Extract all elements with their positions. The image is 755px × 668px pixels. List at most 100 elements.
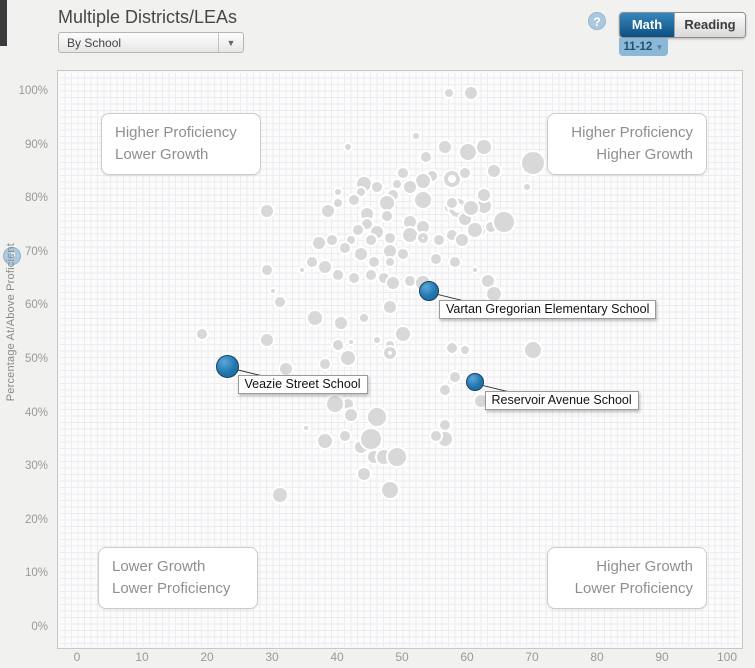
help-icon[interactable]: ? [588, 12, 606, 30]
school-bubble[interactable] [385, 275, 402, 292]
school-bubble[interactable] [317, 259, 333, 276]
school-bubble[interactable] [370, 179, 384, 194]
school-bubble[interactable] [350, 222, 365, 237]
highlighted-school-dot[interactable] [465, 373, 484, 392]
school-bubble[interactable] [453, 232, 470, 249]
school-bubble[interactable] [396, 166, 410, 181]
school-bubble[interactable] [401, 178, 418, 195]
dropdown-arrow-icon: ▼ [218, 33, 243, 52]
school-bubble[interactable] [298, 265, 307, 274]
school-bubble[interactable] [475, 137, 494, 156]
school-bubble[interactable] [523, 340, 543, 361]
school-bubble[interactable] [194, 327, 209, 342]
school-bubble[interactable] [324, 233, 339, 248]
y-tick-label: 30% [24, 460, 48, 473]
school-bubble[interactable] [428, 252, 443, 267]
school-bubble[interactable] [491, 209, 516, 234]
school-bubble[interactable] [380, 479, 400, 500]
x-tick-label: 70 [525, 650, 539, 664]
school-bubble[interactable] [269, 287, 277, 296]
school-bubble[interactable] [331, 337, 345, 352]
tab-math[interactable]: Math [620, 13, 674, 37]
school-bubble[interactable] [384, 255, 396, 268]
school-bubble[interactable] [476, 186, 493, 203]
school-bubble[interactable] [347, 270, 362, 285]
quadrant-label-bottom-left: Lower Growth Lower Proficiency [98, 547, 258, 609]
school-bubble[interactable] [320, 202, 337, 219]
school-bubble[interactable] [259, 262, 274, 277]
school-bubble[interactable] [463, 85, 480, 101]
school-bubble[interactable] [347, 193, 362, 208]
school-bubble[interactable] [258, 202, 275, 219]
highlighted-school-dot[interactable] [216, 354, 239, 378]
school-bubble[interactable] [258, 331, 275, 348]
page-title: Multiple Districts/LEAs [58, 7, 238, 27]
school-bubble[interactable] [363, 233, 378, 248]
school-bubble[interactable] [337, 241, 352, 256]
school-bubble[interactable] [442, 87, 455, 99]
tab-reading[interactable]: Reading [674, 13, 745, 37]
school-bubble[interactable] [379, 209, 394, 224]
y-tick-label: 60% [24, 299, 48, 312]
school-bubble[interactable] [521, 181, 532, 192]
school-bubble-ring[interactable] [384, 346, 396, 359]
school-bubble[interactable] [342, 141, 353, 152]
school-bubble[interactable] [272, 295, 287, 310]
school-bubble[interactable] [457, 166, 472, 181]
school-bubble[interactable] [470, 265, 479, 274]
school-annotation-label: Reservoir Avenue School [484, 391, 639, 411]
chart-plot-area: Higher Proficiency Lower Growth Higher P… [57, 70, 743, 649]
highlighted-school-dot[interactable] [419, 281, 439, 302]
collapsed-panel-strip[interactable] [0, 0, 7, 46]
school-bubble[interactable] [358, 312, 370, 325]
school-bubble[interactable] [343, 406, 359, 423]
x-tick-label: 40 [330, 650, 344, 664]
school-bubble[interactable] [331, 268, 345, 283]
grade-dropdown[interactable]: 11-12 ▼ [619, 38, 668, 56]
school-bubble[interactable] [520, 149, 546, 176]
school-bubble[interactable] [366, 406, 388, 429]
axis-help-icon[interactable]: ? [3, 247, 21, 265]
school-bubble[interactable] [394, 325, 412, 344]
school-bubble[interactable] [337, 429, 352, 444]
school-bubble[interactable] [347, 338, 355, 347]
school-bubble[interactable] [411, 130, 421, 141]
view-dropdown[interactable]: By School ▼ [58, 32, 244, 53]
school-bubble[interactable] [444, 195, 459, 210]
school-bubble-ring[interactable] [443, 170, 460, 187]
school-bubble[interactable] [396, 246, 410, 261]
school-bubble[interactable] [324, 393, 345, 414]
school-bubble[interactable] [438, 383, 453, 398]
school-bubble[interactable] [333, 315, 350, 332]
school-bubble[interactable] [444, 340, 459, 355]
school-bubble[interactable] [316, 432, 334, 451]
school-bubble[interactable] [372, 334, 382, 345]
school-bubble[interactable] [458, 344, 471, 357]
school-bubble[interactable] [318, 356, 332, 371]
school-bubble[interactable] [462, 199, 481, 218]
school-bubble[interactable] [448, 254, 462, 269]
school-bubble[interactable] [301, 424, 310, 432]
school-bubble[interactable] [338, 349, 357, 368]
school-bubble[interactable] [431, 233, 446, 248]
school-bubble[interactable] [366, 254, 381, 269]
school-bubble[interactable] [356, 465, 372, 482]
school-bubble[interactable] [437, 138, 454, 155]
school-bubble[interactable] [412, 190, 433, 211]
grade-dropdown-value: 11-12 [623, 41, 653, 53]
school-bubble[interactable] [270, 486, 289, 504]
school-bubble-ring[interactable] [417, 232, 428, 243]
school-bubble[interactable] [306, 309, 325, 328]
school-bubble[interactable] [486, 162, 502, 179]
school-bubble[interactable] [352, 245, 369, 262]
school-bubble[interactable] [448, 370, 462, 385]
school-bubble[interactable] [428, 429, 443, 444]
school-bubble[interactable] [418, 150, 433, 165]
school-bubble[interactable] [382, 299, 398, 316]
school-bubble[interactable] [333, 187, 343, 198]
school-bubble[interactable] [385, 446, 408, 469]
school-bubble[interactable] [332, 196, 344, 209]
school-bubble[interactable] [465, 220, 484, 239]
x-tick-label: 30 [265, 650, 279, 664]
y-axis-title: Percentage At/Above Proficient [5, 243, 17, 402]
